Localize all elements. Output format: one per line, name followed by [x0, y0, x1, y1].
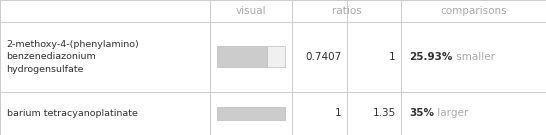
Text: 1: 1	[389, 52, 396, 62]
Text: larger: larger	[435, 108, 469, 118]
Text: 1.35: 1.35	[372, 108, 396, 118]
Text: 2-methoxy-4-(phenylamino)
benzenediazonium
hydrogensulfate: 2-methoxy-4-(phenylamino) benzenediazoni…	[7, 40, 139, 74]
Text: visual: visual	[236, 6, 266, 16]
Text: 0.7407: 0.7407	[305, 52, 341, 62]
Bar	[217, 46, 268, 67]
Bar	[217, 107, 285, 120]
Text: comparisons: comparisons	[440, 6, 507, 16]
Text: 35%: 35%	[410, 108, 435, 118]
Text: 1: 1	[335, 108, 341, 118]
Text: smaller: smaller	[453, 52, 495, 62]
Text: ratios: ratios	[332, 6, 361, 16]
Text: barium tetracyanoplatinate: barium tetracyanoplatinate	[7, 109, 138, 118]
Text: 25.93%: 25.93%	[410, 52, 453, 62]
Bar	[268, 46, 285, 67]
